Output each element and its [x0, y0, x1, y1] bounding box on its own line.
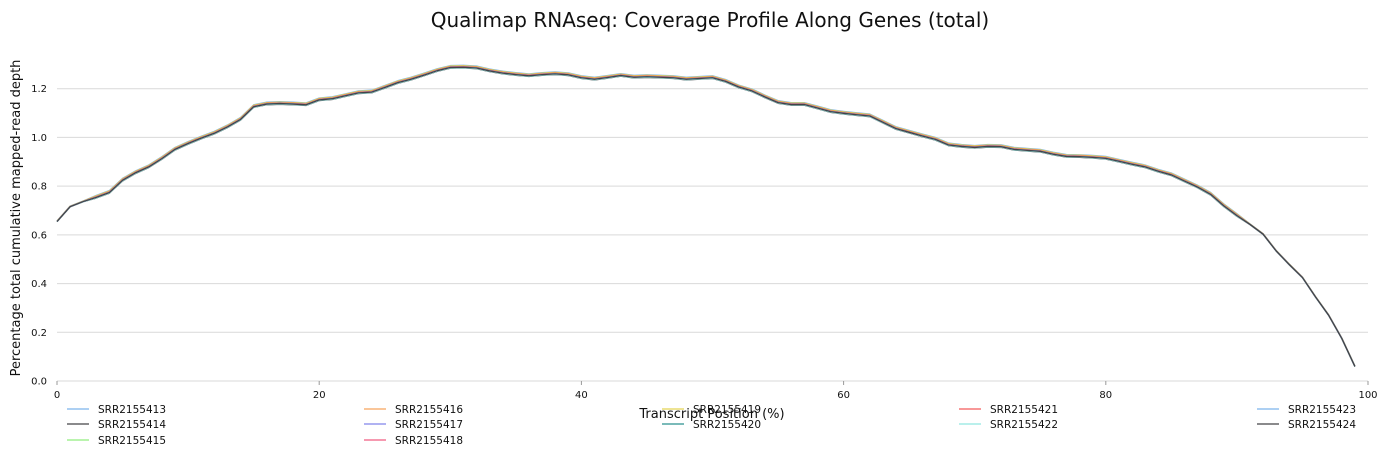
y-tick-label: 1.0 [31, 133, 47, 144]
x-axis-label: Transcript Position (%) [638, 407, 784, 422]
x-tick-label: 80 [1099, 390, 1112, 401]
series-line-SRR2155424 [56, 66, 1356, 367]
legend: SRR2155413 SRR2155414 SRR2155415 SRR2155416… [67, 404, 1356, 447]
series-line-SRR2155415 [56, 65, 1356, 367]
x-tick-label: 60 [837, 390, 850, 401]
legend-label: SRR2155414 [98, 419, 166, 431]
chart-title: Qualimap RNAseq: Coverage Profile Along … [431, 8, 989, 32]
series-line-SRR2155419 [56, 65, 1356, 367]
y-tick-label: 0.8 [31, 182, 47, 193]
legend-label: SRR2155417 [395, 419, 463, 431]
legend-label: SRR2155416 [395, 404, 463, 416]
legend-label: SRR2155424 [1288, 419, 1356, 431]
legend-label: SRR2155418 [395, 435, 463, 447]
legend-label: SRR2155421 [990, 404, 1058, 416]
x-tick-label: 40 [575, 390, 588, 401]
y-tick-label: 1.2 [31, 84, 47, 95]
legend-label: SRR2155420 [693, 419, 761, 431]
series-line-SRR2155414 [56, 67, 1356, 367]
legend-label: SRR2155423 [1288, 404, 1356, 416]
y-tick-label: 0.6 [31, 230, 47, 241]
series-line-SRR2155421 [56, 65, 1356, 367]
y-tick-label: 0.2 [31, 328, 47, 339]
series-line-SRR2155422 [56, 67, 1356, 367]
x-axis-ticks: 0 20 40 60 80 100 [54, 381, 1378, 401]
series-line-SRR2155416 [56, 65, 1356, 367]
y-tick-label: 0.0 [31, 377, 47, 388]
series-line-SRR2155423 [56, 66, 1356, 367]
series-line-SRR2155413 [56, 64, 1356, 367]
series-line-SRR2155418 [56, 66, 1356, 367]
series-lines [56, 64, 1356, 367]
x-tick-label: 20 [313, 390, 326, 401]
x-tick-label: 100 [1358, 390, 1377, 401]
series-line-SRR2155420 [56, 66, 1356, 367]
grid [57, 88, 1368, 382]
y-tick-label: 0.4 [31, 279, 47, 290]
x-tick-label: 0 [54, 390, 60, 401]
legend-label: SRR2155413 [98, 404, 166, 416]
legend-label: SRR2155419 [693, 404, 761, 416]
y-axis-label: Percentage total cumulative mapped-read … [9, 60, 24, 377]
legend-label: SRR2155415 [98, 435, 166, 447]
legend-label: SRR2155422 [990, 419, 1058, 431]
y-axis-ticks: 0.0 0.2 0.4 0.6 0.8 1.0 1.2 [31, 84, 47, 387]
series-line-SRR2155417 [56, 65, 1356, 367]
